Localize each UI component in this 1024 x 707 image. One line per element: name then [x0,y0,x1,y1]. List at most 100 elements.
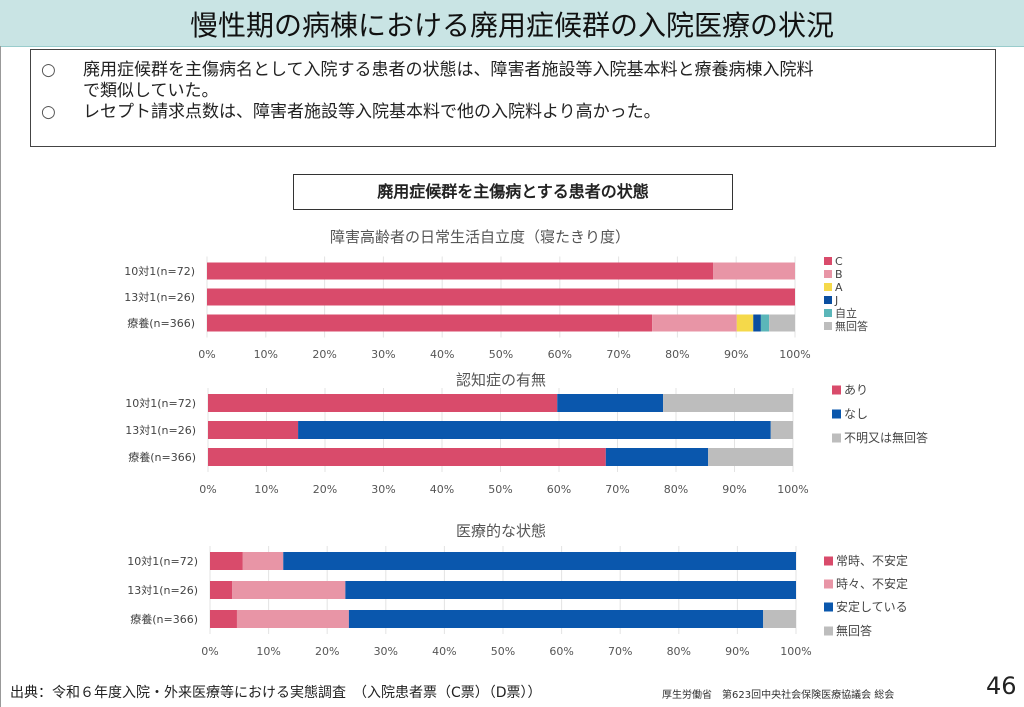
legend-swatch [824,602,833,612]
x-tick-label: 10% [254,348,278,361]
x-tick-label: 50% [491,645,515,658]
category-label: 10対1(n=72) [124,264,195,278]
bar-segment [283,552,796,570]
x-tick-label: 70% [608,645,632,658]
bar-segment [769,314,795,332]
page-number: 46 [986,672,1017,700]
x-tick-label: 10% [256,645,280,658]
x-tick-label: 80% [667,645,691,658]
category-label: 13対1(n=26) [125,423,196,437]
category-label: 療養(n=366) [127,316,195,330]
bar-segment [210,610,237,628]
bar-segment [652,314,737,332]
x-tick-label: 40% [430,348,454,361]
bar-segment [663,394,793,412]
x-tick-label: 90% [725,645,749,658]
legend-swatch [824,626,833,636]
legend-label: C [835,255,843,268]
legend-label: 無回答 [836,623,872,638]
bar-segment [736,314,754,332]
chart-title-dementia: 認知症の有無 [456,371,547,389]
legend-label: 安定している [836,599,908,614]
bar-segment [242,552,284,570]
x-tick-label: 70% [606,348,630,361]
summary-box: ○ 廃用症候群を主傷病名として入院する患者の状態は、障害者施設等入院基本料と療養… [30,49,996,147]
bar-segment [753,314,761,332]
legend-swatch [824,309,832,317]
bar-segment [557,394,664,412]
x-tick-label: 30% [371,483,395,496]
x-tick-label: 100% [779,348,810,361]
title-band: 慢性期の病棟における廃用症候群の入院医療の状況 [0,0,1024,47]
x-tick-label: 60% [549,645,573,658]
x-tick-label: 40% [432,645,456,658]
bar-segment [345,581,796,599]
bar-segment [605,448,709,466]
legend-label: あり [844,383,868,397]
x-tick-label: 80% [664,483,688,496]
legend-swatch [824,257,832,265]
bullet-circle-icon: ○ [41,102,56,122]
summary-bullet: ○ レセプト請求点数は、障害者施設等入院基本料で他の入院料より高かった。 [41,102,983,123]
x-tick-label: 0% [201,645,218,658]
legend-label: A [835,281,843,294]
x-tick-label: 100% [780,645,811,658]
legend-label: なし [844,407,868,421]
x-tick-label: 20% [315,645,339,658]
x-tick-label: 20% [312,348,336,361]
x-tick-label: 90% [724,348,748,361]
category-label: 10対1(n=72) [127,554,198,568]
bar-segment [770,421,793,439]
bar-segment [208,421,299,439]
x-tick-label: 70% [605,483,629,496]
bar-segment [298,421,771,439]
x-tick-label: 90% [722,483,746,496]
bar-segment [760,314,770,332]
bar-segment [713,262,795,280]
legend-label: 時々、不安定 [836,576,908,591]
x-tick-label: 100% [777,483,808,496]
x-tick-label: 60% [548,348,572,361]
category-label: 13対1(n=26) [124,290,195,304]
bar-segment [210,581,233,599]
bar-segment [763,610,796,628]
legend-swatch [824,579,833,589]
bar-segment [207,288,795,306]
left-divider [0,46,1,707]
summary-text: 廃用症候群を主傷病名として入院する患者の状態は、障害者施設等入院基本料と療養病棟… [83,60,814,80]
bar-segment [207,262,714,280]
x-tick-label: 0% [198,348,215,361]
legend-label: J [834,294,838,307]
x-tick-label: 10% [254,483,278,496]
page-title: 慢性期の病棟における廃用症候群の入院医療の状況 [189,9,834,42]
bullet-circle-icon: ○ [41,60,56,80]
bar-segment [348,610,764,628]
legend-label: 常時、不安定 [836,553,908,568]
legend-swatch [824,556,833,566]
summary-bullet: ○ 廃用症候群を主傷病名として入院する患者の状態は、障害者施設等入院基本料と療養… [41,60,983,81]
x-tick-label: 0% [199,483,216,496]
bar-segment [207,314,653,332]
legend-swatch [824,270,832,278]
legend-swatch [832,409,841,419]
legend-swatch [824,322,832,330]
bar-segment [208,448,606,466]
category-label: 10対1(n=72) [125,396,196,410]
legend-label: 無回答 [835,319,868,333]
legend-swatch [824,296,832,304]
x-tick-label: 80% [665,348,689,361]
x-tick-label: 50% [488,483,512,496]
bar-segment [232,581,346,599]
source-citation: 出典：令和６年度入院・外来医療等における実態調査 （入院患者票（C票）（D票）） [10,685,542,701]
bar-segment [210,552,243,570]
legend-swatch [832,385,841,395]
legend-swatch [832,433,841,443]
chart-title-medical-state: 医療的な状態 [456,522,547,540]
x-tick-label: 20% [313,483,337,496]
legend-label: 不明又は無回答 [844,430,928,445]
category-label: 療養(n=366) [130,612,198,626]
legend-label: B [835,268,843,281]
category-label: 13対1(n=26) [127,583,198,597]
chart-title-independence: 障害高齢者の日常生活自立度（寝たきり度） [330,228,631,246]
organization-label: 厚生労働省 第623回中央社会保険医療協議会 総会 [662,690,895,701]
